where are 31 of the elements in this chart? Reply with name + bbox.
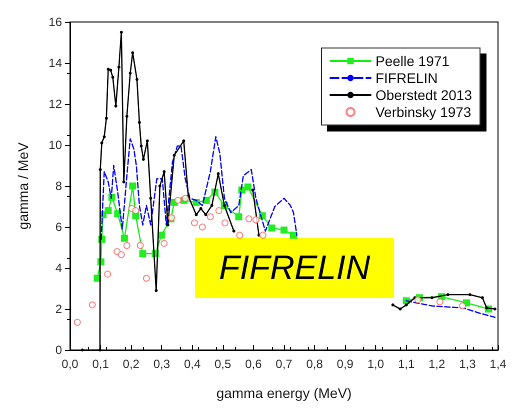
y-tick-label: 4 xyxy=(55,261,62,275)
x-tick-label: 0,1 xyxy=(92,357,110,371)
x-tick-label: 0,3 xyxy=(153,357,170,371)
y-tick-label: 16 xyxy=(48,15,62,29)
y-tick-label: 2 xyxy=(55,302,62,316)
y-tick-label: 6 xyxy=(55,220,62,234)
x-tick-label: 1,2 xyxy=(428,357,446,371)
y-tick-label: 14 xyxy=(48,56,62,70)
x-axis-title: gamma energy (MeV) xyxy=(216,385,352,401)
y-tick-label: 0 xyxy=(55,343,62,357)
x-tick-label: 0,7 xyxy=(276,357,293,371)
x-tick-label: 0,6 xyxy=(245,357,262,371)
legend-label: Oberstedt 2013 xyxy=(375,87,472,103)
legend-label: FIFRELIN xyxy=(375,70,438,86)
x-tick-label: 1,3 xyxy=(459,357,476,371)
annotation: FIFRELIN xyxy=(219,249,371,287)
y-tick-label: 8 xyxy=(55,179,62,193)
x-tick-label: 0,5 xyxy=(214,357,232,371)
y-tick-label: 12 xyxy=(48,97,62,111)
x-tick-label: 0,0 xyxy=(62,357,79,371)
x-tick-label: 1,0 xyxy=(367,357,384,371)
y-axis-title: gamma / MeV xyxy=(15,142,31,230)
x-tick-label: 0,9 xyxy=(336,357,354,371)
x-tick-label: 0,4 xyxy=(184,357,201,371)
x-tick-label: 0,2 xyxy=(122,357,140,371)
legend-label: Peelle 1971 xyxy=(375,53,450,69)
x-tick-label: 1,4 xyxy=(490,357,507,371)
x-tick-label: 0,8 xyxy=(306,357,324,371)
y-tick-label: 10 xyxy=(48,138,62,152)
legend-label: Verbinsky 1973 xyxy=(375,104,472,120)
x-tick-label: 1,1 xyxy=(398,357,415,371)
